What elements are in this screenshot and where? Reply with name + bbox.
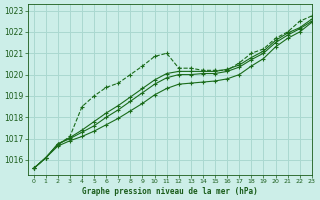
- X-axis label: Graphe pression niveau de la mer (hPa): Graphe pression niveau de la mer (hPa): [82, 187, 258, 196]
